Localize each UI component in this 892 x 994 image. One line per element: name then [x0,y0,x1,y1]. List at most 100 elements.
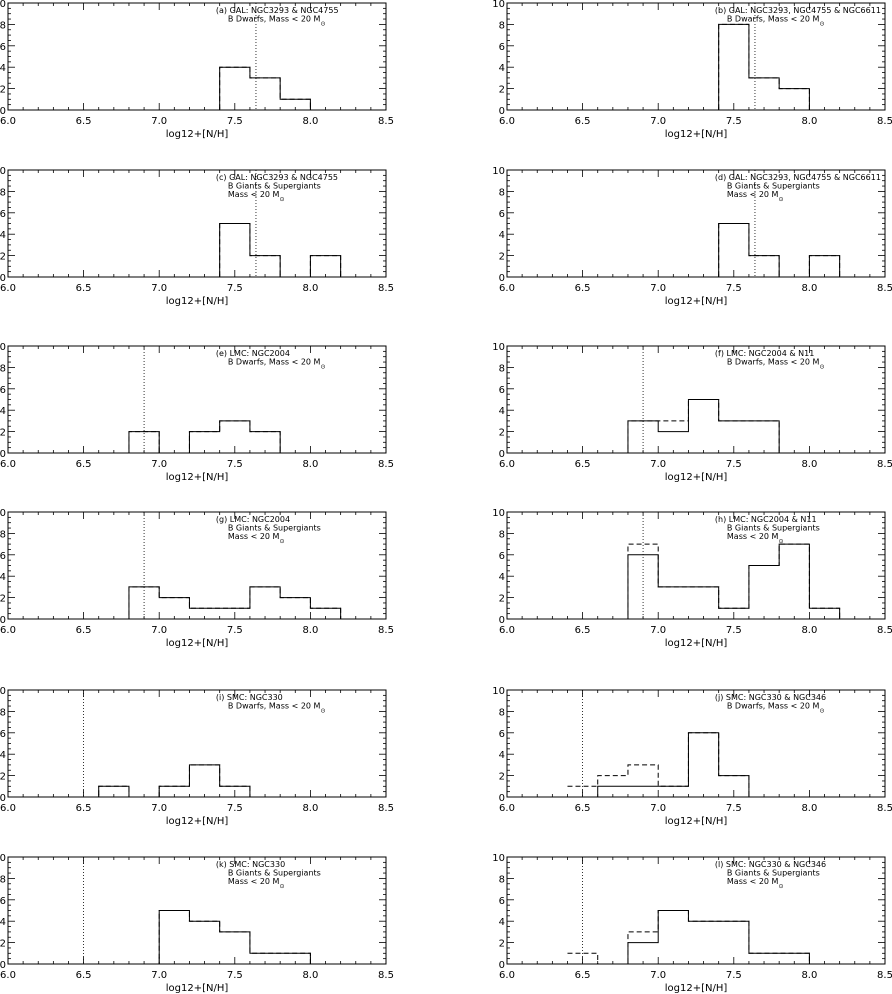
histogram-solid-series [68,66,371,111]
x-tick-label: 8.5 [378,803,394,814]
y-tick-label: 8 [499,707,505,718]
panel-annotation: B Dwarfs, Mass < 20 M⊙ [228,15,326,28]
x-tick-label: 6.5 [76,283,92,294]
x-axis-label: log12+[N/H] [166,472,229,483]
y-tick-label: 0 [0,106,6,117]
x-tick-label: 6.0 [499,625,515,636]
panel-annotation: Mass < 20 M⊙ [228,877,285,890]
panel-annotation: B Giants & Supergiants [228,182,321,191]
y-tick-label: 8 [499,187,505,198]
y-tick-label: 6 [0,551,6,562]
panel-annotation: Mass < 20 M⊙ [727,190,784,203]
y-tick-label: 6 [0,209,6,220]
histogram-solid-series [68,223,371,278]
panel-annotation: (g) LMC: NGC2004 [216,515,290,524]
x-tick-label: 7.5 [726,625,742,636]
x-tick-label: 6.5 [76,459,92,470]
y-tick-label: 10 [0,686,6,697]
y-tick-label: 0 [499,449,505,460]
panel-f: 6.0 6.5 7.0 7.5 8.0 8.5 0 2 4 6 8 10 log12+[N/H] (f) … [492,342,892,483]
panel-j: 6.0 6.5 7.0 7.5 8.0 8.5 0 2 4 6 8 10 log12+[N/H] (j) … [492,686,892,827]
y-tick-label: 0 [499,960,505,971]
y-tick-label: 8 [0,20,6,31]
x-tick-label: 6.5 [76,116,92,127]
x-tick-label: 6.0 [0,459,16,470]
x-tick-label: 8.5 [378,970,394,981]
panel-annotation: B Giants & Supergiants [228,524,321,533]
plot-frame [7,345,387,454]
y-tick-label: 2 [0,252,6,263]
x-axis-label: log12+[N/H] [166,983,229,994]
y-tick-label: 4 [499,917,505,928]
panel-annotation: B Giants & Supergiants [727,182,820,191]
x-axis-label: log12+[N/H] [665,638,728,649]
histogram-solid-series [68,764,371,798]
y-tick-label: 4 [499,406,505,417]
x-tick-label: 6.5 [76,803,92,814]
x-axis-label: log12+[N/H] [665,296,728,307]
histogram-dashed-series [68,586,371,620]
y-tick-label: 10 [0,853,6,864]
y-tick-label: 10 [0,0,6,10]
y-tick-label: 4 [499,230,505,241]
y-tick-label: 8 [499,363,505,374]
y-tick-label: 10 [492,342,505,353]
panel-annotation: (e) LMC: NGC2004 [216,349,290,358]
x-tick-label: 8.5 [378,625,394,636]
x-tick-label: 7.5 [726,459,742,470]
y-tick-label: 8 [0,187,6,198]
x-axis-label: log12+[N/H] [166,296,229,307]
panel-b: 6.0 6.5 7.0 7.5 8.0 8.5 0 2 4 6 8 10 log12+[N/H] (b) … [492,0,892,140]
panel-annotation: B Giants & Supergiants [727,869,820,878]
x-tick-label: 8.0 [302,283,318,294]
panel-a: 6.0 6.5 7.0 7.5 8.0 8.5 0 2 4 6 8 10 log12+[N/H] (a) … [0,0,394,140]
x-tick-label: 7.0 [650,970,666,981]
y-tick-label: 10 [0,166,6,177]
y-tick-label: 0 [499,793,505,804]
panel-annotation: B Dwarfs, Mass < 20 M⊙ [727,15,825,28]
x-axis-label: log12+[N/H] [665,129,728,140]
histogram-solid-series [567,23,870,111]
x-tick-label: 7.0 [151,803,167,814]
panel-annotation: B Giants & Supergiants [228,869,321,878]
x-tick-label: 8.0 [801,970,817,981]
histogram-solid-series [68,586,371,620]
y-tick-label: 0 [0,960,6,971]
x-tick-label: 7.5 [726,116,742,127]
y-tick-label: 10 [0,342,6,353]
panel-e: 6.0 6.5 7.0 7.5 8.0 8.5 0 2 4 6 8 10 log12+[N/H] (e) … [0,342,394,483]
x-tick-label: 7.0 [650,625,666,636]
panel-annotation: (k) SMC: NGC330 [216,860,285,869]
y-tick-label: 2 [499,939,505,950]
histogram-solid-series [567,910,870,965]
x-tick-label: 6.0 [499,803,515,814]
panel-g: 6.0 6.5 7.0 7.5 8.0 8.5 0 2 4 6 8 10 log12+[N/H] (g) … [0,508,394,649]
x-tick-label: 8.0 [801,459,817,470]
histogram-dashed-series [68,910,371,965]
panel-annotation: B Dwarfs, Mass < 20 M⊙ [228,702,326,715]
y-tick-label: 10 [492,508,505,519]
x-tick-label: 6.0 [499,459,515,470]
y-tick-label: 4 [0,750,6,761]
x-tick-label: 7.0 [650,803,666,814]
y-tick-label: 8 [0,529,6,540]
x-axis-label: log12+[N/H] [665,983,728,994]
y-tick-label: 6 [0,729,6,740]
plot-frame [7,2,387,111]
x-tick-label: 6.0 [499,283,515,294]
x-tick-label: 8.5 [378,283,394,294]
y-tick-label: 4 [0,230,6,241]
y-tick-label: 10 [492,166,505,177]
x-tick-label: 8.5 [877,970,892,981]
y-tick-label: 0 [499,615,505,626]
panel-annotation: B Dwarfs, Mass < 20 M⊙ [228,358,326,371]
x-tick-label: 8.5 [877,625,892,636]
x-tick-label: 6.0 [499,970,515,981]
y-tick-label: 8 [499,20,505,31]
histogram-solid-series [567,543,870,620]
histogram-solid-series [567,223,870,278]
y-tick-label: 0 [499,106,505,117]
y-tick-label: 8 [499,529,505,540]
y-tick-label: 0 [0,793,6,804]
y-tick-label: 4 [0,917,6,928]
